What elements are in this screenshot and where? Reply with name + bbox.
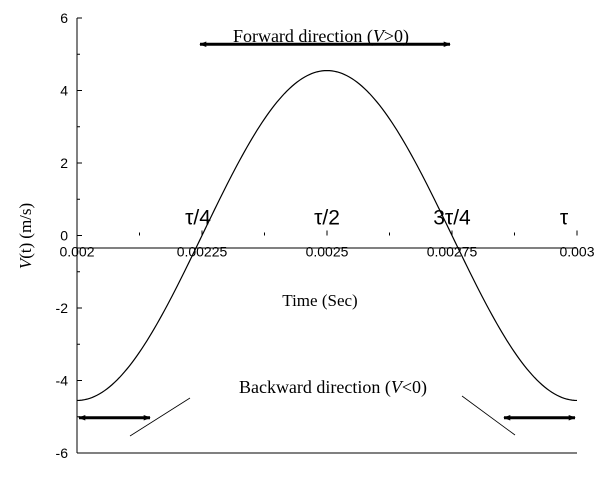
- y-tick-label: -4: [56, 373, 69, 389]
- backward-leader-left: [129, 397, 191, 437]
- tau-label: τ/4: [185, 207, 211, 230]
- series-line: [76, 69, 578, 402]
- y-tick-label: 0: [60, 228, 68, 244]
- tau-label: τ: [560, 207, 569, 230]
- tau-label: τ/2: [314, 207, 340, 230]
- y-tick-label: 6: [60, 10, 68, 26]
- x-tick-label: 0.00275: [427, 244, 478, 260]
- x-tick-label: 0.00225: [177, 244, 228, 260]
- y-tick-label: 2: [60, 155, 68, 171]
- x-tick-label: 0.0025: [306, 244, 349, 260]
- y-tick-label: -2: [56, 300, 69, 316]
- x-tick-label: 0.002: [59, 244, 94, 260]
- x-axis-title: Time (Sec): [282, 291, 357, 310]
- y-tick-label: 4: [60, 83, 68, 99]
- tau-labels: τ/4 τ/2 3τ/4 τ: [185, 207, 569, 230]
- x-tick-label: 0.003: [559, 244, 594, 260]
- y-tick-label: -6: [56, 445, 69, 461]
- y-axis-title: V(t)(m/s): [16, 203, 35, 269]
- x-axis-ticks: 0.002 0.00225 0.0025 0.00275 0.003: [59, 230, 595, 260]
- backward-leader-right: [461, 395, 516, 436]
- y-axis-ticks: 6 4 2 0 -2 -4 -6: [56, 10, 82, 461]
- backward-direction-label: Backward direction (V<0): [239, 377, 427, 398]
- tau-label: 3τ/4: [433, 207, 471, 230]
